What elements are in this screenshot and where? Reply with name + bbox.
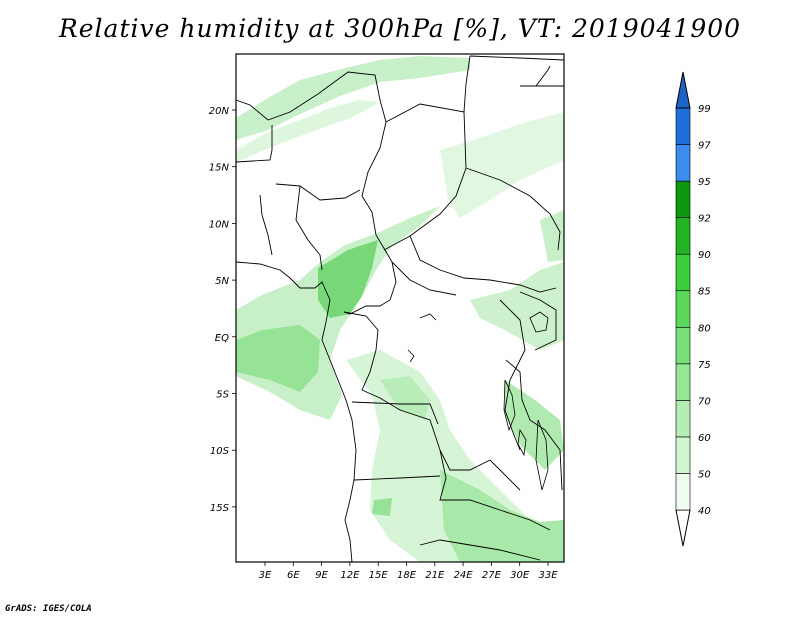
lakes — [407, 311, 549, 491]
lon-tick-label: 9E — [315, 570, 328, 581]
humidity-shading — [236, 56, 564, 562]
colorbar-swatch — [675, 180, 691, 218]
lon-tick-label: 6E — [287, 570, 300, 581]
colorbar-label: 99 — [698, 104, 711, 115]
colorbar-label: 70 — [698, 396, 711, 407]
credit-text: GrADS: IGES/COLA — [5, 604, 92, 614]
lon-tick-label: 24E — [454, 570, 474, 581]
colorbar-swatch — [675, 217, 691, 255]
colorbar-label: 97 — [698, 141, 711, 152]
colorbar-swatch — [675, 290, 691, 328]
colorbar-label: 60 — [698, 433, 711, 444]
lon-tick-label: 3E — [259, 570, 272, 581]
colorbar-swatch — [675, 107, 691, 145]
colorbar-label: 85 — [698, 287, 711, 298]
lon-tick-label: 15E — [369, 570, 389, 581]
colorbar-swatch — [675, 253, 691, 292]
colorbar-swatch — [675, 326, 691, 365]
colorbar-swatch — [675, 436, 691, 474]
colorbar-label: 40 — [698, 506, 711, 517]
lat-tick-label: 5N — [215, 276, 229, 287]
map-title: Relative humidity at 300hPa [%], VT: 201… — [58, 14, 742, 43]
colorbar-swatch — [675, 144, 691, 182]
colorbar-label: 80 — [698, 323, 711, 334]
colorbar-label: 90 — [698, 250, 711, 261]
lon-tick-label: 27E — [482, 570, 502, 581]
lat-tick-label: 15N — [209, 163, 230, 174]
colorbar: 40 50 60 70 75 80 85 90 92 95 97 99 — [675, 71, 711, 547]
colorbar-under-triangle — [675, 509, 691, 547]
colorbar-label: 92 — [698, 214, 711, 225]
lat-tick-label: 20N — [209, 106, 230, 117]
colorbar-label: 50 — [698, 469, 711, 480]
map-frame — [235, 53, 565, 563]
lat-tick-label: 10N — [209, 219, 230, 230]
colorbar-label: 75 — [698, 360, 711, 371]
lat-tick-label: 5S — [216, 390, 229, 401]
colorbar-swatch — [675, 473, 691, 511]
lat-tick-label: 10S — [210, 446, 230, 457]
lon-tick-label: 33E — [538, 570, 558, 581]
latitude-axis: 20N 15N 10N 5N EQ 5S 10S 15S — [209, 106, 236, 514]
lat-tick-label: 15S — [210, 503, 230, 514]
colorbar-over-triangle — [675, 71, 691, 109]
lat-tick-label: EQ — [215, 333, 229, 344]
colorbar-label: 95 — [698, 177, 711, 188]
lon-tick-label: 21E — [425, 570, 445, 581]
lon-tick-label: 18E — [397, 570, 417, 581]
colorbar-swatch — [675, 400, 691, 438]
coastlines-borders — [236, 55, 564, 562]
lon-tick-label: 30E — [510, 570, 530, 581]
lon-tick-label: 12E — [340, 570, 360, 581]
longitude-axis: 3E 6E 9E 12E 15E 18E 21E 24E 27E 30E 33E — [259, 562, 558, 581]
colorbar-swatch — [675, 363, 691, 401]
